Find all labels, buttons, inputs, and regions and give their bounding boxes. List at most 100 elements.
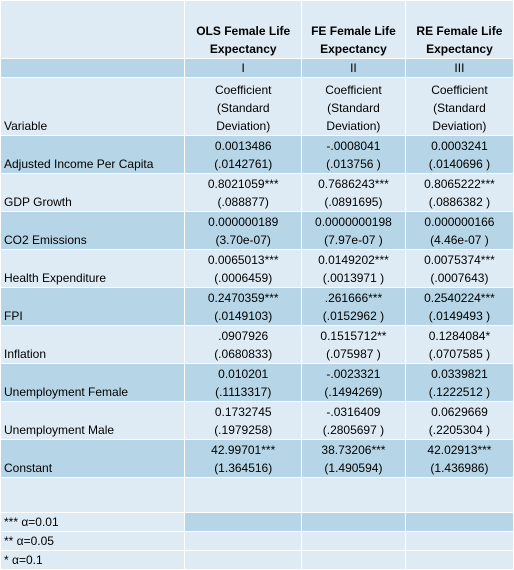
coefficient-value: .261666*** (324, 291, 383, 305)
roman-numeral-re: III (404, 58, 514, 78)
note-blank-cell (404, 531, 514, 551)
coefficient-value: 0.8065222*** (424, 177, 495, 191)
standard-error-value: (.0006459) (214, 271, 273, 285)
coefficient-value: 0.7686243*** (318, 177, 389, 191)
coefficient-value: 42.99701*** (211, 443, 276, 457)
coefficient-value: 38.73206*** (321, 443, 386, 457)
significance-note: * α=0.1 (0, 550, 186, 570)
coefficient-value: .0907926 (218, 329, 269, 343)
column-title-ols: OLS Female Life Expectancy (184, 0, 302, 59)
coefficient-value: 0.2470359*** (207, 291, 279, 305)
coefficient-cell: 0.0013486 (.0142761) (184, 135, 302, 174)
standard-error-value: (.013756 ) (326, 157, 381, 171)
standard-error-value: (.0007643) (430, 271, 489, 285)
coefficient-cell: -.0023321 (.1494269) (301, 363, 406, 402)
coefficient-cell: 0.7686243*** (.0891695) (301, 173, 406, 212)
note-blank-cell (301, 550, 406, 570)
subheader-fe: Coefficient (Standard Deviation) (301, 77, 406, 136)
coefficient-cell: 0.8065222*** (.0886382 ) (404, 173, 514, 212)
standard-error-value: (.0680833) (214, 347, 273, 361)
standard-error-value: (1.490594) (324, 461, 383, 475)
coefficient-value: 0.1515712** (320, 329, 387, 343)
footer-gap-cell (0, 477, 186, 513)
coefficient-cell: 0.0003241 (.0140696 ) (404, 135, 514, 174)
note-blank-cell (404, 512, 514, 532)
coefficient-value: 0.0003241 (431, 139, 488, 153)
table-row: GDP Growth 0.8021059*** (.088877) 0.7686243… (0, 173, 514, 212)
table-row: Health Expenditure 0.0065013*** (.0006459)… (0, 249, 514, 288)
variable-header: Variable (0, 77, 186, 136)
footer-gap-cell (301, 477, 406, 513)
coefficient-value: 0.0065013*** (207, 253, 279, 267)
standard-error-value: (.0142761) (214, 157, 273, 171)
standard-error-value: (.1494269) (324, 385, 383, 399)
standard-error-value: (.088877) (217, 195, 269, 209)
coefficient-cell: 0.0000000198 (7.97e-07 ) (301, 211, 406, 250)
standard-error-value: (.0149493 ) (428, 309, 491, 323)
coefficient-cell: 0.8021059*** (.088877) (184, 173, 302, 212)
standard-error-value: (.0140696 ) (428, 157, 491, 171)
note-blank-cell (404, 550, 514, 570)
column-title-re: RE Female Life Expectancy (404, 0, 514, 59)
coefficient-cell: 0.0075374*** (.0007643) (404, 249, 514, 288)
coefficient-cell: .261666*** (.0152962 ) (301, 287, 406, 326)
coefficient-cell: 0.2540224*** (.0149493 ) (404, 287, 514, 326)
table-row: Inflation .0907926 (.0680833) 0.1515712** (.… (0, 325, 514, 364)
standard-error-value: (.2805697 ) (322, 423, 385, 437)
coefficient-cell: 0.1515712** (.075987 ) (301, 325, 406, 364)
note-blank-cell (184, 531, 302, 551)
roman-numeral-fe: II (301, 58, 406, 78)
note-row: ** α=0.05 (0, 531, 514, 551)
standard-error-value: (.0013971 ) (322, 271, 385, 285)
standard-error-value: (.1113317) (215, 385, 272, 399)
variable-label: Adjusted Income Per Capita (0, 135, 186, 174)
table-row: Unemployment Female 0.010201 (.1113317) -.0… (0, 363, 514, 402)
subheader-re: Coefficient (Standard Deviation) (404, 77, 514, 136)
table-row: Unemployment Male 0.1732745 (.1979258) -.03… (0, 401, 514, 440)
coefficient-value: 42.02913*** (427, 443, 492, 457)
coefficient-value: -.0316409 (326, 405, 381, 419)
coefficient-cell: -.0316409 (.2805697 ) (301, 401, 406, 440)
table-row: CO2 Emissions 0.000000189 (3.70e-07) 0.0000… (0, 211, 514, 250)
table-row: Constant 42.99701*** (1.364516) 38.73206***… (0, 439, 514, 478)
standard-error-value: (.1222512 ) (428, 385, 491, 399)
note-blank-cell (301, 531, 406, 551)
header-row: OLS Female Life Expectancy FE Female Lif… (0, 0, 514, 59)
variable-label: CO2 Emissions (0, 211, 186, 250)
coefficient-value: 0.2540224*** (424, 291, 495, 305)
coefficient-cell: 0.0629669 (.2205304 ) (404, 401, 514, 440)
standard-error-value: (1.436986) (430, 461, 489, 475)
coefficient-value: -.0023321 (326, 367, 381, 381)
coefficient-value: 0.0629669 (431, 405, 488, 419)
table-row: Adjusted Income Per Capita 0.0013486 (.014… (0, 135, 514, 174)
standard-error-value: (.0149103) (214, 309, 273, 323)
variable-label: Health Expenditure (0, 249, 186, 288)
variable-label: GDP Growth (0, 173, 186, 212)
note-blank-cell (301, 512, 406, 532)
subheader-row: Variable Coefficient (Standard Deviation… (0, 77, 514, 136)
footer-gap-cell (404, 477, 514, 513)
coefficient-cell: -.0008041 (.013756 ) (301, 135, 406, 174)
coefficient-cell: 38.73206*** (1.490594) (301, 439, 406, 478)
standard-error-value: (.0886382 ) (428, 195, 491, 209)
standard-error-value: (.075987 ) (326, 347, 381, 361)
variable-label: FPI (0, 287, 186, 326)
data-rows: Adjusted Income Per Capita 0.0013486 (.014… (0, 135, 514, 478)
roman-numeral-ols: I (184, 58, 302, 78)
standard-error-value: (.0707585 ) (428, 347, 491, 361)
footer-gap-row (0, 477, 514, 513)
coefficient-cell: .0907926 (.0680833) (184, 325, 302, 364)
standard-error-value: (4.46e-07 ) (430, 233, 489, 247)
coefficient-cell: 42.99701*** (1.364516) (184, 439, 302, 478)
roman-blank-cell (0, 58, 186, 78)
variable-label: Constant (0, 439, 186, 478)
coefficient-value: 0.8021059*** (207, 177, 279, 191)
coefficient-cell: 0.2470359*** (.0149103) (184, 287, 302, 326)
standard-error-value: (.0891695) (324, 195, 383, 209)
standard-error-value: (3.70e-07) (215, 233, 271, 247)
standard-error-value: (7.97e-07 ) (324, 233, 383, 247)
coefficient-value: 0.000000189 (208, 215, 279, 229)
roman-numeral-row: I II III (0, 58, 514, 78)
significance-note: ** α=0.05 (0, 531, 186, 551)
